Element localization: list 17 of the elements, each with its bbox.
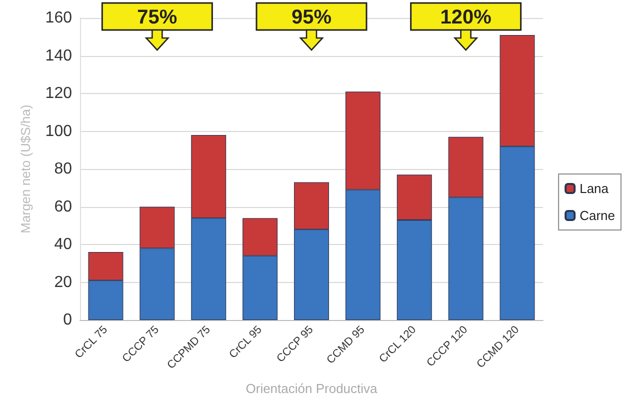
annotation: 120%: [440, 6, 492, 28]
y-tick-label: 100: [45, 122, 72, 140]
legend-label: Lana: [580, 181, 610, 196]
y-axis-title: Margen neto (U$S/ha): [18, 104, 33, 234]
y-tick-label: 0: [63, 312, 72, 328]
legend-label: Carne: [580, 208, 616, 223]
x-tick-label: CrCL 75: [72, 324, 110, 361]
y-tick-label: 120: [45, 85, 72, 102]
y-tick-label: 20: [54, 274, 72, 291]
y-tick-label: 80: [54, 160, 72, 178]
y-tick-label: 60: [54, 198, 72, 216]
y-tick-label: 160: [45, 10, 72, 26]
annotation: 75%: [137, 6, 178, 28]
y-tick-label: 140: [45, 47, 72, 64]
y-tick-label: 40: [54, 236, 72, 253]
annotation: 95%: [291, 6, 332, 28]
x-axis-title: Orientación Productiva: [246, 381, 378, 396]
